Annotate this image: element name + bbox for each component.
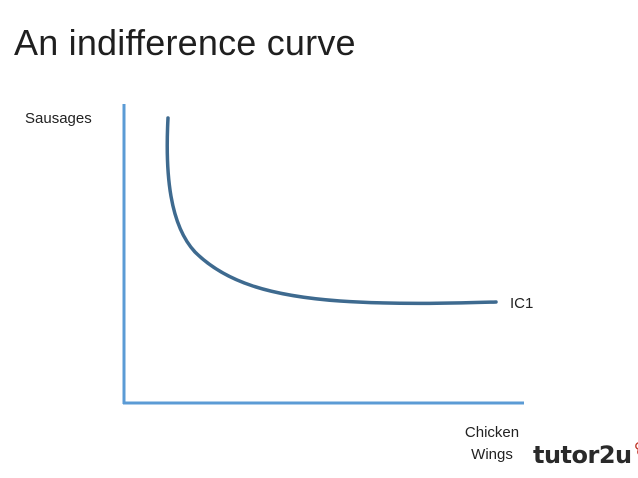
flower-icon bbox=[634, 442, 638, 455]
slide-title: An indifference curve bbox=[14, 22, 356, 63]
x-axis-label-line1: Chicken bbox=[464, 424, 520, 441]
y-axis-label: Sausages bbox=[25, 110, 92, 127]
x-axis-label-line2: Wings bbox=[471, 446, 513, 463]
tutor2u-logo: tutor2u bbox=[533, 440, 638, 470]
logo-text: tutor2u bbox=[533, 441, 632, 469]
x-axis-label: Chicken Wings bbox=[456, 422, 528, 466]
indifference-curve-ic1 bbox=[165, 116, 498, 306]
curve-label-ic1: IC1 bbox=[510, 295, 534, 312]
